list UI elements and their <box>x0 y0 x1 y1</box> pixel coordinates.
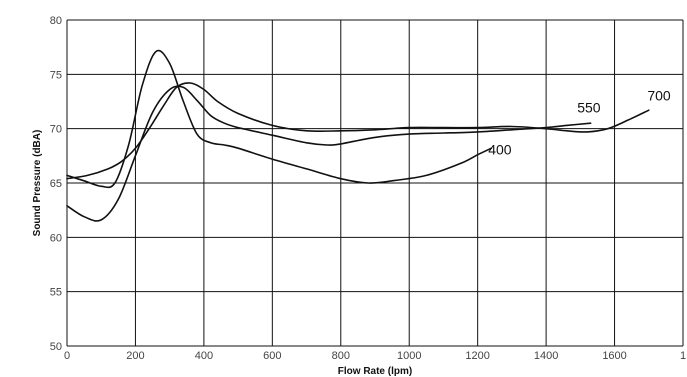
x-tick-label: 1600 <box>602 350 626 362</box>
y-tick-label: 50 <box>50 341 62 353</box>
series-line-700 <box>66 82 650 180</box>
y-tick-label: 80 <box>50 15 62 27</box>
x-tick-label: 1 <box>680 350 686 362</box>
y-tick-label: 70 <box>50 124 62 136</box>
series-labels: 400 550 700 <box>488 87 671 157</box>
y-tick-label: 55 <box>50 287 62 299</box>
x-tick-label: 1400 <box>534 350 558 362</box>
x-tick-label: 800 <box>332 350 350 362</box>
x-tick-label: 400 <box>195 350 213 362</box>
tick-labels: 0 200 400 600 800 1000 1200 1400 1600 1 50 55 60 65 70… <box>50 15 686 362</box>
series-line-400 <box>66 49 493 189</box>
x-axis-label: Flow Rate (lpm) <box>338 366 412 377</box>
series-line-550 <box>66 85 592 222</box>
x-tick-label: 1200 <box>465 350 489 362</box>
y-tick-label: 75 <box>50 69 62 81</box>
series-lines <box>66 49 650 222</box>
series-label-550: 550 <box>577 99 601 115</box>
x-tick-label: 0 <box>64 350 70 362</box>
series-label-700: 700 <box>647 87 671 103</box>
y-axis-label: Sound Pressure (dBA) <box>32 130 43 237</box>
series-label-400: 400 <box>488 142 512 158</box>
x-tick-label: 600 <box>263 350 281 362</box>
y-tick-label: 60 <box>50 232 62 244</box>
x-tick-label: 200 <box>126 350 144 362</box>
y-tick-label: 65 <box>50 178 62 190</box>
x-tick-label: 1000 <box>397 350 421 362</box>
